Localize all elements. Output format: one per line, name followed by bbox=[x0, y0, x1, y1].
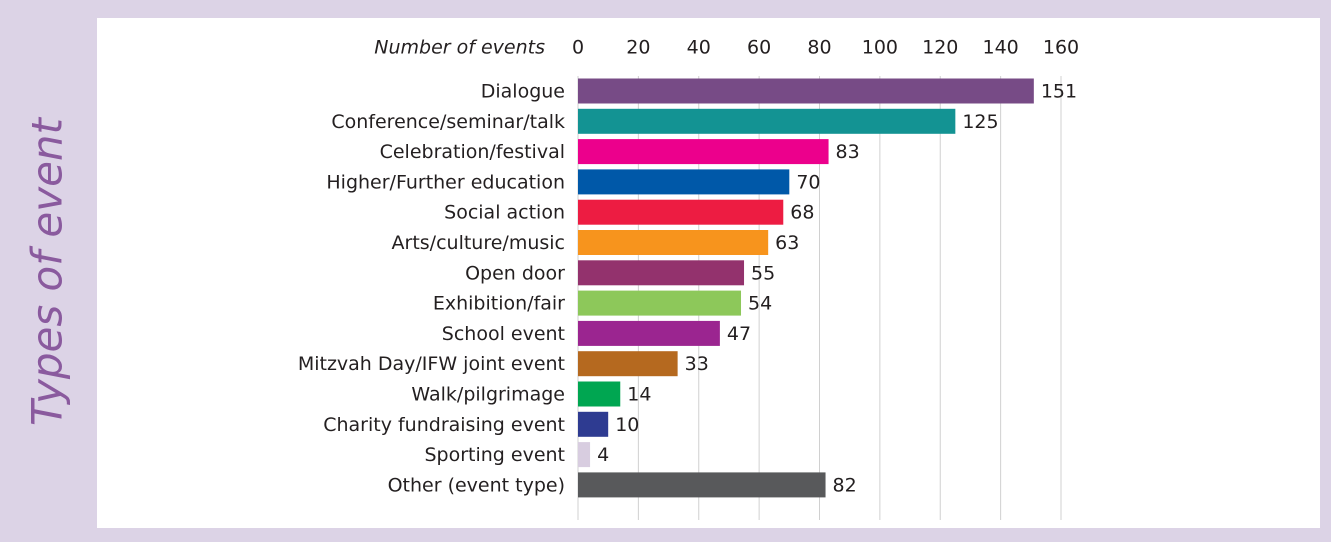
bar bbox=[578, 411, 609, 437]
y-axis-label: Types of event bbox=[23, 116, 72, 426]
x-tick-label: 100 bbox=[862, 37, 898, 59]
value-label: 54 bbox=[748, 293, 772, 315]
y-tick-label: Sporting event bbox=[424, 444, 565, 466]
y-tick-label: Dialogue bbox=[481, 81, 565, 103]
value-label: 63 bbox=[775, 232, 799, 254]
y-tick-label: Social action bbox=[444, 202, 565, 224]
x-tick-label: 160 bbox=[1043, 37, 1079, 59]
bar bbox=[578, 381, 621, 407]
value-label: 10 bbox=[615, 414, 639, 436]
value-label: 33 bbox=[685, 353, 709, 375]
bar bbox=[578, 108, 956, 134]
y-tick-label: Conference/seminar/talk bbox=[331, 111, 565, 133]
y-tick-label: Other (event type) bbox=[388, 474, 565, 496]
value-label: 125 bbox=[962, 111, 998, 133]
bar bbox=[578, 442, 591, 468]
y-tick-label: Higher/Further education bbox=[326, 171, 565, 193]
value-label: 70 bbox=[796, 171, 820, 193]
bar bbox=[578, 351, 678, 377]
bar bbox=[578, 199, 784, 225]
x-tick-label: 80 bbox=[807, 37, 831, 59]
x-tick-label: 20 bbox=[626, 37, 650, 59]
x-tick-label: 120 bbox=[922, 37, 958, 59]
bar bbox=[578, 472, 826, 498]
y-tick-label: Open door bbox=[465, 262, 565, 284]
x-tick-label: 40 bbox=[687, 37, 711, 59]
value-label: 82 bbox=[833, 474, 857, 496]
y-tick-label: Celebration/festival bbox=[380, 141, 565, 163]
bar bbox=[578, 139, 829, 165]
value-label: 55 bbox=[751, 262, 775, 284]
y-tick-label: Arts/culture/music bbox=[392, 232, 565, 254]
x-axis-label: Number of events bbox=[374, 37, 545, 59]
x-tick-label: 140 bbox=[982, 37, 1018, 59]
value-label: 4 bbox=[597, 444, 609, 466]
x-tick-label: 60 bbox=[747, 37, 771, 59]
bar bbox=[578, 230, 769, 255]
y-tick-label: School event bbox=[442, 323, 565, 345]
bar bbox=[578, 260, 745, 286]
value-label: 68 bbox=[790, 202, 814, 224]
x-tick-label: 0 bbox=[572, 37, 584, 59]
y-tick-label: Mitzvah Day/IFW joint event bbox=[298, 353, 565, 375]
y-tick-label: Exhibition/fair bbox=[433, 293, 565, 315]
y-tick-label: Walk/pilgrimage bbox=[411, 384, 565, 406]
bar bbox=[578, 320, 720, 346]
value-label: 47 bbox=[727, 323, 751, 345]
bar bbox=[578, 290, 742, 316]
bar bbox=[578, 169, 790, 195]
value-label: 151 bbox=[1041, 81, 1077, 103]
value-label: 83 bbox=[836, 141, 860, 163]
y-tick-label: Charity fundraising event bbox=[323, 414, 565, 436]
bar bbox=[578, 78, 1034, 104]
value-label: 14 bbox=[627, 384, 651, 406]
